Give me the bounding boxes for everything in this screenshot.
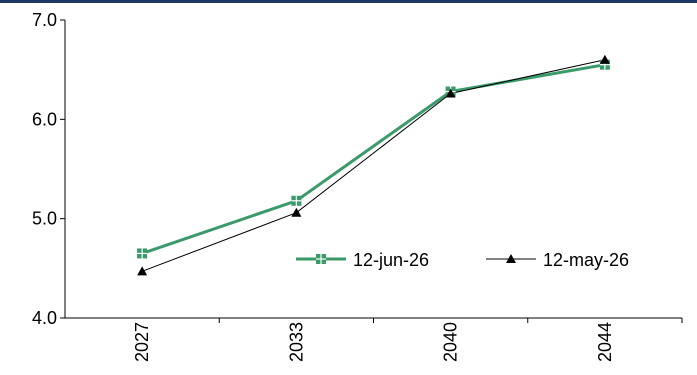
data-point-12-may-26 bbox=[137, 266, 148, 276]
legend-label: 12-jun-26 bbox=[353, 250, 429, 270]
legend-marker bbox=[506, 254, 516, 263]
series-layer bbox=[137, 54, 610, 276]
legend: 12-jun-26 12-may-26 bbox=[296, 250, 629, 270]
x-tick-label: 2040 bbox=[441, 322, 461, 362]
x-tick-label: 2044 bbox=[595, 322, 615, 362]
x-tick-label: 2027 bbox=[132, 322, 152, 362]
data-point-12-jun-26 bbox=[291, 195, 302, 206]
y-tick-label: 5.0 bbox=[32, 209, 57, 229]
legend-marker bbox=[316, 254, 326, 264]
top-accent-bar bbox=[0, 0, 697, 3]
series-line-12-jun-26 bbox=[141, 63, 606, 255]
y-tick-label: 6.0 bbox=[32, 109, 57, 129]
series-line-12-may-26 bbox=[141, 59, 605, 272]
data-point-12-may-26 bbox=[445, 88, 456, 98]
data-point-12-may-26 bbox=[291, 207, 302, 217]
data-point-12-may-26 bbox=[599, 54, 610, 64]
data-point-12-jun-26 bbox=[137, 248, 148, 259]
y-tick-label: 4.0 bbox=[32, 308, 57, 328]
x-tick-labels: 2027 2033 2040 2044 bbox=[132, 318, 683, 362]
x-tick-label: 2033 bbox=[286, 322, 306, 362]
legend-label: 12-may-26 bbox=[543, 250, 629, 270]
y-tick-label: 7.0 bbox=[32, 10, 57, 30]
y-tick-labels: 4.0 5.0 6.0 7.0 bbox=[32, 10, 65, 328]
